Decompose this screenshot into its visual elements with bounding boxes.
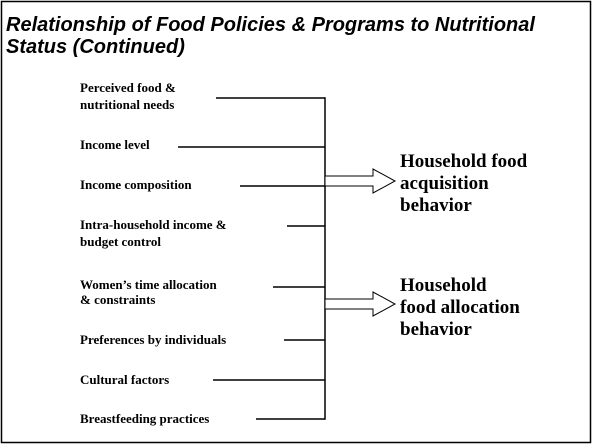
outcome-label: Household — [400, 275, 487, 296]
factor-label: Preferences by individuals — [80, 332, 226, 347]
factor-label: budget control — [80, 234, 161, 249]
title-line: Relationship of Food Policies & Programs… — [6, 14, 535, 36]
factor-label: Women’s time allocation — [80, 277, 217, 292]
outcome-label: acquisition — [400, 173, 489, 194]
outcome-label: behavior — [400, 319, 472, 340]
factor-label: Income composition — [80, 177, 192, 192]
outcome-label: behavior — [400, 195, 472, 216]
arrow — [324, 291, 397, 317]
factor-label: & constraints — [80, 292, 155, 307]
title-line: Status (Continued) — [6, 36, 185, 58]
factor-label: Breastfeeding practices — [80, 411, 209, 426]
factor-label: Cultural factors — [80, 372, 169, 387]
factor-label: Perceived food & — [80, 80, 176, 95]
factor-label: Intra-household income & — [80, 217, 227, 232]
factor-label: nutritional needs — [80, 97, 174, 112]
arrow — [324, 168, 397, 194]
factor-label: Income level — [80, 137, 150, 152]
outcome-label: Household food — [400, 151, 528, 172]
outcome-label: food allocation — [400, 297, 520, 318]
